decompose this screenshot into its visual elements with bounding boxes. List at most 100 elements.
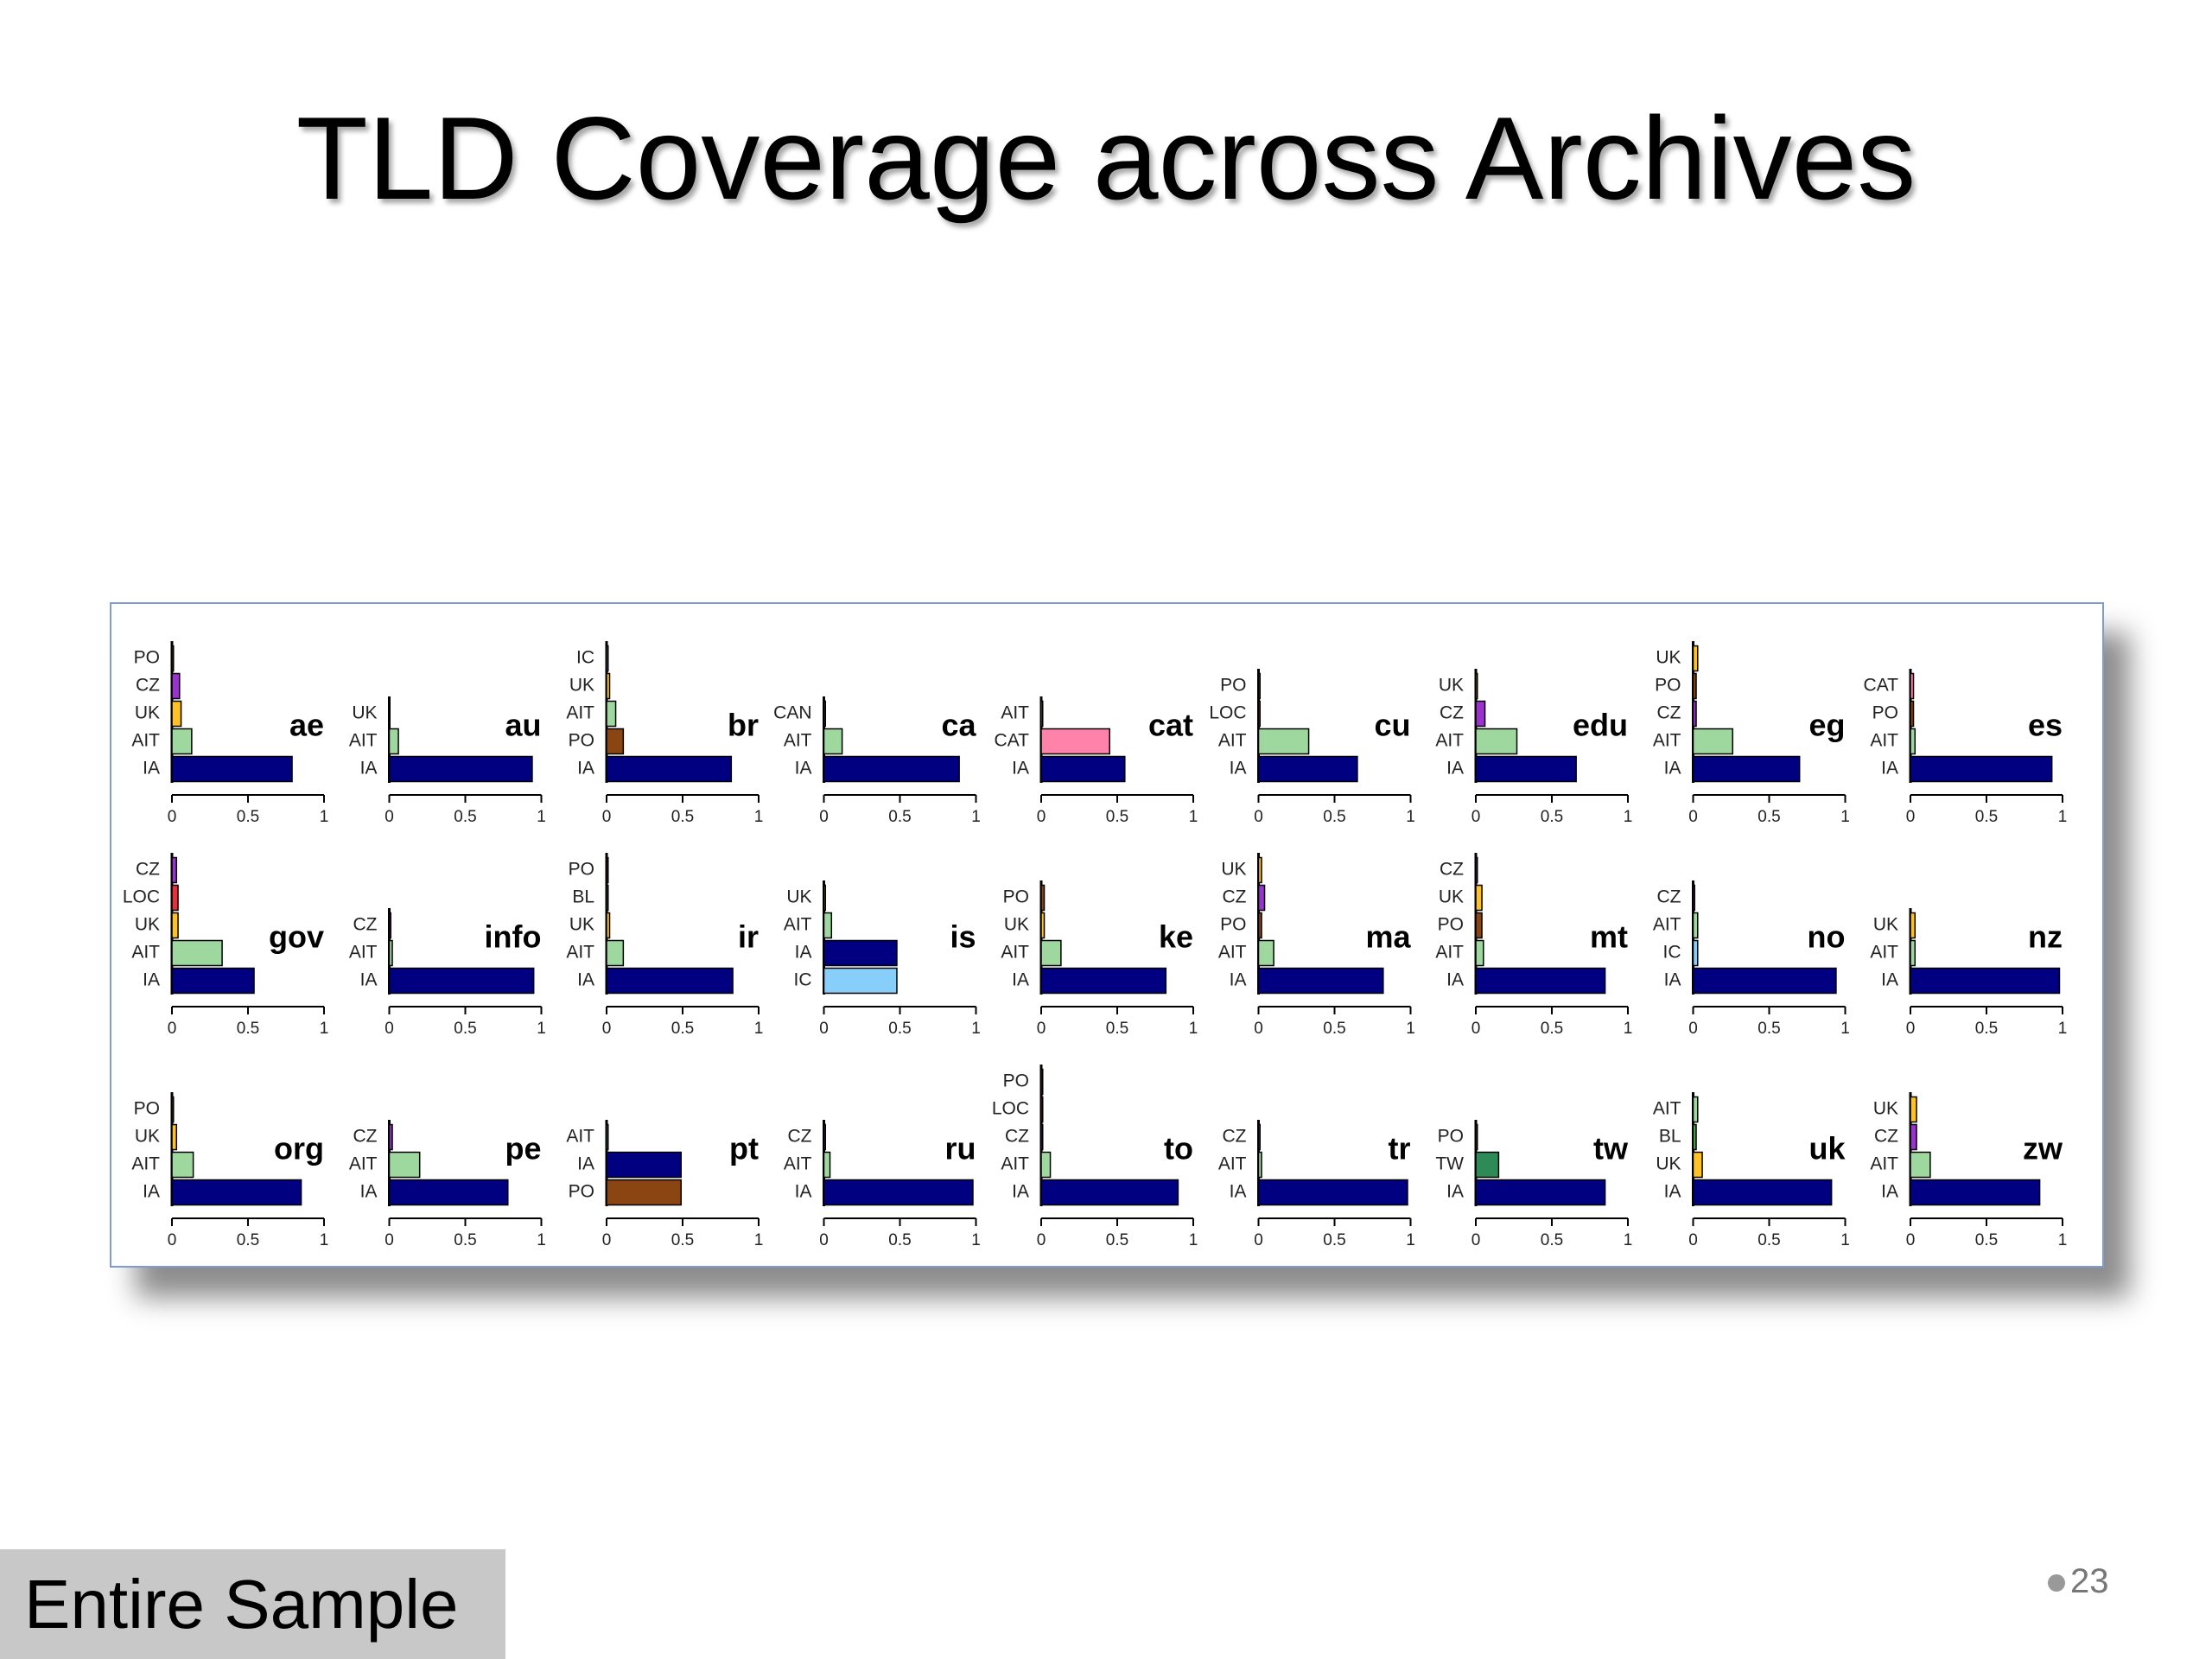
- bar: [1692, 967, 1837, 995]
- bar: [1475, 1179, 1606, 1206]
- category-label: UK: [569, 676, 594, 696]
- category-label: AIT: [1435, 943, 1464, 963]
- category-label: PO: [134, 1099, 160, 1119]
- category-label: AIT: [1435, 731, 1464, 751]
- category-label: IA: [143, 970, 160, 990]
- bar: [1257, 755, 1358, 783]
- bar: [1692, 1151, 1703, 1179]
- x-tick-label: 0.5: [671, 808, 694, 826]
- x-tick-label: 0.5: [454, 1020, 476, 1038]
- bar: [1475, 912, 1483, 939]
- bar: [1475, 939, 1484, 967]
- x-tick-label: 0: [819, 1231, 829, 1249]
- x-tick-label: 0.5: [1975, 1231, 1998, 1249]
- chart-title: au: [505, 708, 541, 743]
- category-label: CZ: [1440, 703, 1464, 723]
- bar: [1910, 1179, 2041, 1206]
- category-label: BL: [1659, 1127, 1681, 1147]
- bar: [388, 967, 535, 995]
- bar: [388, 939, 393, 967]
- category-label: PO: [1872, 703, 1898, 723]
- chart-title: no: [1808, 919, 1846, 955]
- category-label: PO: [569, 860, 594, 880]
- bar: [171, 728, 193, 755]
- bar: [1040, 728, 1110, 755]
- bar: [171, 700, 182, 728]
- x-tick-label: 1: [1840, 1231, 1850, 1249]
- bar: [606, 672, 611, 700]
- category-label: AIT: [566, 943, 594, 963]
- x-tick-label: 0.5: [671, 1231, 694, 1249]
- category-label: AIT: [1001, 943, 1029, 963]
- bar: [1475, 967, 1606, 995]
- x-tick-label: 1: [2058, 808, 2068, 826]
- chart-title: es: [2028, 708, 2063, 743]
- category-label: CZ: [1874, 1127, 1898, 1147]
- category-label: UK: [135, 915, 160, 935]
- x-tick-label: 0: [602, 1020, 612, 1038]
- bar: [1257, 856, 1262, 884]
- category-label: IA: [577, 759, 594, 779]
- x-tick-label: 0: [385, 808, 394, 826]
- bar: [823, 912, 833, 939]
- category-label: AIT: [349, 943, 378, 963]
- category-label: AIT: [131, 731, 160, 751]
- x-tick-label: 0.5: [454, 808, 476, 826]
- x-tick-label: 1: [2058, 1231, 2068, 1249]
- bar: [1040, 700, 1044, 728]
- category-label: UK: [1873, 1099, 1898, 1119]
- bar: [388, 1123, 393, 1151]
- x-tick-label: 0: [1254, 1231, 1263, 1249]
- x-tick-label: 1: [2058, 1020, 2068, 1038]
- bar: [1910, 1123, 1917, 1151]
- page-number-text: 23: [2070, 1562, 2109, 1600]
- bar: [823, 700, 827, 728]
- category-label: AIT: [349, 1154, 378, 1174]
- bar: [606, 755, 733, 783]
- bar: [171, 1151, 194, 1179]
- x-tick-label: 0.5: [1975, 1020, 1998, 1038]
- bar: [606, 939, 625, 967]
- category-label: IA: [1881, 970, 1898, 990]
- x-tick-label: 1: [1189, 1020, 1198, 1038]
- category-label: IA: [795, 943, 812, 963]
- category-label: AIT: [1218, 943, 1247, 963]
- x-tick-label: 0: [1688, 1020, 1698, 1038]
- category-label: CZ: [1223, 1127, 1247, 1147]
- category-label: IA: [1446, 970, 1464, 990]
- category-label: AIT: [1870, 943, 1898, 963]
- bar: [171, 672, 181, 700]
- bar: [388, 1179, 509, 1206]
- bar: [171, 939, 223, 967]
- category-label: PO: [134, 648, 160, 668]
- x-tick-label: 1: [1624, 808, 1633, 826]
- x-tick-label: 1: [537, 1020, 546, 1038]
- bar: [171, 967, 255, 995]
- x-tick-label: 0: [1906, 808, 1916, 826]
- category-label: PO: [1655, 676, 1681, 696]
- bar: [1910, 755, 2053, 783]
- bar: [388, 755, 533, 783]
- category-label: UK: [1873, 915, 1898, 935]
- x-tick-label: 1: [1406, 1020, 1415, 1038]
- x-tick-label: 1: [1624, 1231, 1633, 1249]
- bar: [1257, 672, 1262, 700]
- bar: [1257, 1179, 1408, 1206]
- bullet: [2048, 1574, 2065, 1592]
- x-tick-label: 1: [1840, 808, 1850, 826]
- category-label: IA: [577, 970, 594, 990]
- chart-title: ma: [1365, 919, 1411, 955]
- category-label: IA: [1012, 1182, 1029, 1202]
- x-tick-label: 0.5: [1758, 808, 1780, 826]
- bar: [1475, 1123, 1478, 1151]
- bar: [1257, 884, 1266, 912]
- x-tick-label: 0.5: [1541, 1020, 1563, 1038]
- chart-title: ae: [289, 708, 324, 743]
- bar: [606, 700, 617, 728]
- bar: [1910, 700, 1915, 728]
- category-label: IA: [1664, 759, 1681, 779]
- x-tick-label: 0: [602, 1231, 612, 1249]
- bar: [823, 1151, 831, 1179]
- x-tick-label: 0.5: [1106, 1020, 1128, 1038]
